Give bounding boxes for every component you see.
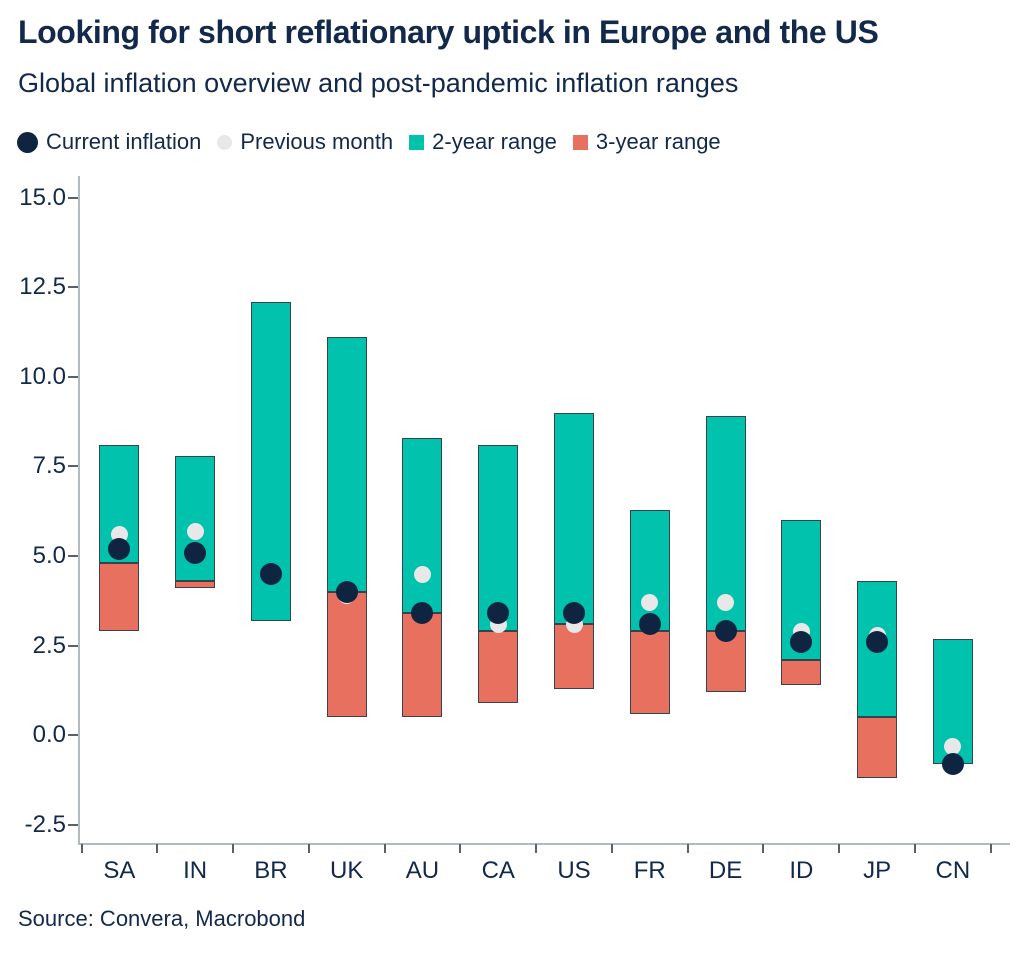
x-label-CA: CA — [481, 857, 515, 884]
bar-3yr-range-CA — [478, 631, 519, 704]
current-inflation-dot-ID — [790, 631, 813, 654]
x-axis-tick-8 — [686, 844, 689, 853]
bar-3yr-range-ID — [781, 660, 822, 686]
bar-3yr-range-UK — [326, 591, 367, 718]
current-inflation-dot-CN — [941, 753, 964, 776]
x-axis-tick-12 — [989, 844, 992, 853]
y-tick-15.0 — [68, 196, 78, 199]
legend-label-previous-month: Previous month — [240, 129, 394, 154]
legend-item-current-inflation: Current inflation — [17, 129, 201, 155]
current-inflation-dot-AU — [411, 602, 434, 625]
x-label-JP: JP — [863, 857, 892, 884]
y-tick-2.5 — [68, 644, 78, 647]
current-inflation-dot-SA — [108, 537, 131, 560]
y-tick-label-10.0: 10.0 — [19, 362, 66, 390]
x-axis-tick-2 — [232, 844, 235, 853]
current-inflation-dot-UK — [335, 580, 358, 603]
two-year-range-swatch-icon — [409, 134, 425, 150]
bar-3yr-range-IN — [175, 581, 216, 589]
bar-2yr-range-CA — [478, 444, 519, 632]
y-tick-12.5 — [68, 286, 78, 289]
page-title: Looking for short reflationary uptick in… — [18, 14, 879, 50]
previous-month-dot-icon — [217, 134, 233, 150]
current-inflation-dot-BR — [259, 563, 282, 586]
x-axis-tick-5 — [459, 844, 462, 853]
y-tick-label-15.0: 15.0 — [19, 183, 66, 211]
x-label-ID: ID — [789, 857, 814, 884]
bar-3yr-range-SA — [99, 563, 140, 632]
x-label-IN: IN — [183, 857, 208, 884]
page-subtitle: Global inflation overview and post-pande… — [18, 68, 739, 98]
previous-month-dot-IN — [186, 522, 204, 540]
legend-label-two-year-range: 2-year range — [432, 129, 557, 154]
bar-3yr-range-US — [554, 624, 594, 689]
x-label-FR: FR — [633, 857, 666, 884]
y-tick-label-12.5: 12.5 — [19, 273, 66, 301]
y-tick-7.5 — [68, 465, 78, 468]
x-axis-tick-0 — [80, 844, 83, 853]
x-label-AU: AU — [405, 857, 440, 884]
x-axis-tick-10 — [838, 844, 841, 853]
source-note: Source: Convera, Macrobond — [18, 906, 306, 931]
legend-item-previous-month: Previous month — [217, 129, 393, 155]
x-label-US: US — [557, 857, 591, 884]
bar-3yr-range-AU — [402, 613, 443, 718]
y-axis-line — [78, 176, 80, 843]
previous-month-dot-FR — [641, 594, 659, 612]
y-tick-label-0.0: 0.0 — [32, 721, 66, 749]
x-axis-tick-4 — [383, 844, 386, 853]
bar-2yr-range-AU — [402, 437, 443, 614]
three-year-range-swatch-icon — [572, 134, 588, 150]
current-inflation-dot-icon — [17, 131, 38, 153]
y-tick-label-5.0: 5.0 — [32, 542, 66, 570]
x-label-UK: UK — [330, 857, 364, 884]
x-axis-tick-6 — [535, 844, 538, 853]
bar-2yr-range-US — [554, 412, 594, 625]
bar-2yr-range-UK — [326, 337, 367, 592]
previous-month-dot-DE — [717, 594, 735, 612]
previous-month-dot-AU — [413, 565, 431, 583]
x-axis-tick-7 — [610, 844, 613, 853]
legend-item-two-year-range: 2-year range — [409, 129, 557, 155]
current-inflation-dot-FR — [638, 613, 661, 636]
current-inflation-dot-IN — [184, 541, 207, 564]
x-axis-tick-9 — [762, 844, 765, 853]
bar-3yr-range-JP — [857, 717, 898, 779]
y-tick-5.0 — [68, 555, 78, 558]
current-inflation-dot-US — [563, 602, 585, 625]
x-label-CN: CN — [935, 857, 971, 884]
legend-label-three-year-range: 3-year range — [595, 129, 721, 154]
x-axis-line — [78, 843, 1010, 845]
legend-item-three-year-range: 3-year range — [572, 129, 721, 155]
y-tick-0.0 — [68, 734, 78, 737]
y-tick--2.5 — [68, 824, 78, 827]
current-inflation-dot-CA — [487, 602, 510, 625]
legend: Current inflation Previous month 2-year … — [17, 129, 737, 155]
x-axis-tick-1 — [156, 844, 159, 853]
y-tick-10.0 — [68, 375, 78, 378]
x-label-SA: SA — [103, 857, 136, 884]
x-label-DE: DE — [708, 857, 743, 884]
previous-month-dot-CN — [944, 737, 962, 755]
y-tick-label--2.5: -2.5 — [24, 811, 66, 839]
legend-label-current-inflation: Current inflation — [46, 129, 202, 154]
x-axis-tick-11 — [913, 844, 916, 853]
y-tick-label-2.5: 2.5 — [32, 631, 66, 659]
current-inflation-dot-JP — [866, 631, 889, 654]
x-axis-tick-3 — [307, 844, 310, 853]
bar-3yr-range-FR — [629, 631, 670, 714]
y-tick-label-7.5: 7.5 — [32, 452, 66, 480]
x-label-BR: BR — [254, 857, 288, 884]
current-inflation-dot-DE — [714, 620, 737, 643]
